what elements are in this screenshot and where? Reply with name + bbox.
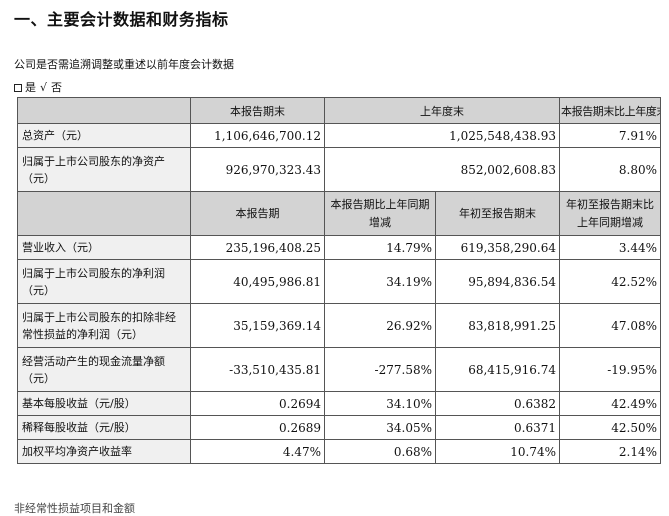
value-cell: 26.92% — [324, 303, 436, 348]
value-cell: 40,495,986.81 — [190, 259, 325, 304]
table-row: 基本每股收益（元/股） 0.2694 34.10% 0.6382 42.49% — [17, 391, 661, 416]
table-row: 归属于上市公司股东的净资产（元） 926,970,323.43 852,002,… — [17, 147, 661, 192]
table-row: 加权平均净资产收益率 4.47% 0.68% 10.74% 2.14% — [17, 439, 661, 464]
row-label: 归属于上市公司股东的净利润（元） — [17, 259, 191, 304]
table1-header-row: 本报告期末 上年度末 本报告期末比上年度末增减 — [17, 97, 661, 124]
value-cell: 35,159,369.14 — [190, 303, 325, 348]
header-cell: 上年度末 — [324, 97, 560, 124]
answer-yes: 是 — [25, 81, 36, 94]
value-cell: -33,510,435.81 — [190, 347, 325, 392]
row-label: 加权平均净资产收益率 — [17, 439, 191, 464]
header-cell — [17, 191, 191, 236]
header-cell: 本报告期末比上年度末增减 — [559, 97, 661, 124]
value-cell: 7.91% — [559, 123, 661, 148]
value-cell: 1,106,646,700.12 — [190, 123, 325, 148]
table-row: 经营活动产生的现金流量净额（元） -33,510,435.81 -277.58%… — [17, 347, 661, 392]
value-cell: 1,025,548,438.93 — [324, 123, 560, 148]
table-row: 稀释每股收益（元/股） 0.2689 34.05% 0.6371 42.50% — [17, 415, 661, 440]
value-cell: 34.10% — [324, 391, 436, 416]
value-cell: 34.19% — [324, 259, 436, 304]
restatement-question: 公司是否需追溯调整或重述以前年度会计数据 — [14, 58, 234, 71]
value-cell: 0.68% — [324, 439, 436, 464]
value-cell: 14.79% — [324, 235, 436, 260]
value-cell: 926,970,323.43 — [190, 147, 325, 192]
value-cell: 2.14% — [559, 439, 661, 464]
table-row: 营业收入（元） 235,196,408.25 14.79% 619,358,29… — [17, 235, 661, 260]
restatement-answer: 是 √ 否 — [14, 79, 66, 95]
value-cell: 47.08% — [559, 303, 661, 348]
header-cell: 本报告期末 — [190, 97, 325, 124]
value-cell: 3.44% — [559, 235, 661, 260]
value-cell: 0.6382 — [435, 391, 560, 416]
financial-data-table: 本报告期末 上年度末 本报告期末比上年度末增减 总资产（元） 1,106,646… — [17, 97, 661, 464]
value-cell: 42.52% — [559, 259, 661, 304]
value-cell: 0.2694 — [190, 391, 325, 416]
value-cell: 10.74% — [435, 439, 560, 464]
answer-no: 否 — [51, 81, 63, 94]
header-cell: 年初至报告期末 — [435, 191, 560, 236]
value-cell: 83,818,991.25 — [435, 303, 560, 348]
header-cell: 年初至报告期末比上年同期增减 — [559, 191, 661, 236]
table-row: 归属于上市公司股东的净利润（元） 40,495,986.81 34.19% 95… — [17, 259, 661, 304]
value-cell: 852,002,608.83 — [324, 147, 560, 192]
section-heading: 一、主要会计数据和财务指标 — [14, 10, 229, 29]
value-cell: 34.05% — [324, 415, 436, 440]
value-cell: -19.95% — [559, 347, 661, 392]
value-cell: -277.58% — [324, 347, 436, 392]
value-cell: 235,196,408.25 — [190, 235, 325, 260]
row-label: 归属于上市公司股东的净资产（元） — [17, 147, 191, 192]
value-cell: 42.50% — [559, 415, 661, 440]
value-cell: 0.6371 — [435, 415, 560, 440]
row-label: 经营活动产生的现金流量净额（元） — [17, 347, 191, 392]
cut-off-footer-text: 非经常性损益项目和金额 — [14, 502, 135, 515]
header-cell — [17, 97, 191, 124]
header-cell: 本报告期比上年同期增减 — [324, 191, 436, 236]
row-label: 归属于上市公司股东的扣除非经常性损益的净利润（元） — [17, 303, 191, 348]
row-label: 营业收入（元） — [17, 235, 191, 260]
value-cell: 4.47% — [190, 439, 325, 464]
checkbox-icon — [14, 84, 22, 92]
value-cell: 619,358,290.64 — [435, 235, 560, 260]
table2-header-row: 本报告期 本报告期比上年同期增减 年初至报告期末 年初至报告期末比上年同期增减 — [17, 191, 661, 236]
row-label: 稀释每股收益（元/股） — [17, 415, 191, 440]
row-label: 总资产（元） — [17, 123, 191, 148]
table-row: 总资产（元） 1,106,646,700.12 1,025,548,438.93… — [17, 123, 661, 148]
table-row: 归属于上市公司股东的扣除非经常性损益的净利润（元） 35,159,369.14 … — [17, 303, 661, 348]
header-cell: 本报告期 — [190, 191, 325, 236]
value-cell: 8.80% — [559, 147, 661, 192]
checkmark-icon: √ — [40, 81, 48, 94]
value-cell: 0.2689 — [190, 415, 325, 440]
row-label: 基本每股收益（元/股） — [17, 391, 191, 416]
value-cell: 95,894,836.54 — [435, 259, 560, 304]
value-cell: 42.49% — [559, 391, 661, 416]
value-cell: 68,415,916.74 — [435, 347, 560, 392]
